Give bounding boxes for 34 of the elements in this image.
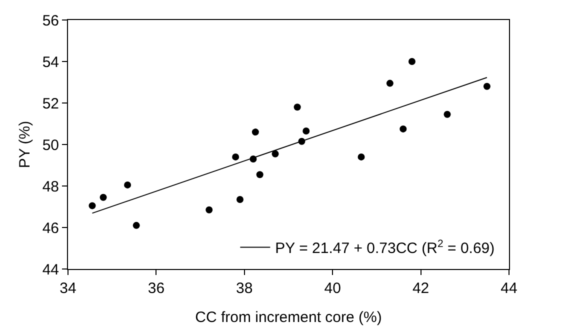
point [294, 104, 301, 111]
x-tick-label: 36 [148, 280, 165, 297]
point [272, 150, 279, 158]
point [236, 196, 244, 203]
point [408, 58, 416, 65]
x-tick-label: 38 [236, 280, 253, 297]
x-tick-label: 42 [412, 280, 430, 297]
x-axis-title: CC from increment core (%) [195, 309, 382, 326]
point [100, 194, 107, 201]
y-tick-label: 56 [42, 12, 59, 30]
y-tick-label: 54 [42, 54, 59, 71]
point [88, 202, 96, 210]
point [386, 80, 394, 87]
point [358, 153, 365, 160]
point [206, 206, 213, 214]
point [400, 125, 407, 132]
y-tick-label: 50 [42, 136, 59, 154]
point [132, 222, 140, 229]
y-tick-label: 52 [42, 95, 59, 112]
y-axis-title: PY (%) [16, 120, 34, 168]
point [483, 82, 490, 90]
point [444, 110, 451, 118]
point [252, 128, 259, 136]
y-tick-label: 44 [42, 261, 59, 278]
x-tick-label: 44 [500, 280, 518, 297]
point [256, 171, 264, 178]
x-tick-label: 34 [60, 280, 76, 297]
x-tick-label: 40 [324, 280, 341, 297]
point [232, 153, 240, 160]
y-tick-label: 46 [42, 220, 59, 237]
y-tick-label: 48 [42, 178, 59, 196]
legend-label: PY = 21.47 + 0.73CC (R$^{2}$ = 0.69) [275, 238, 495, 258]
point [124, 181, 132, 188]
point [302, 128, 310, 135]
